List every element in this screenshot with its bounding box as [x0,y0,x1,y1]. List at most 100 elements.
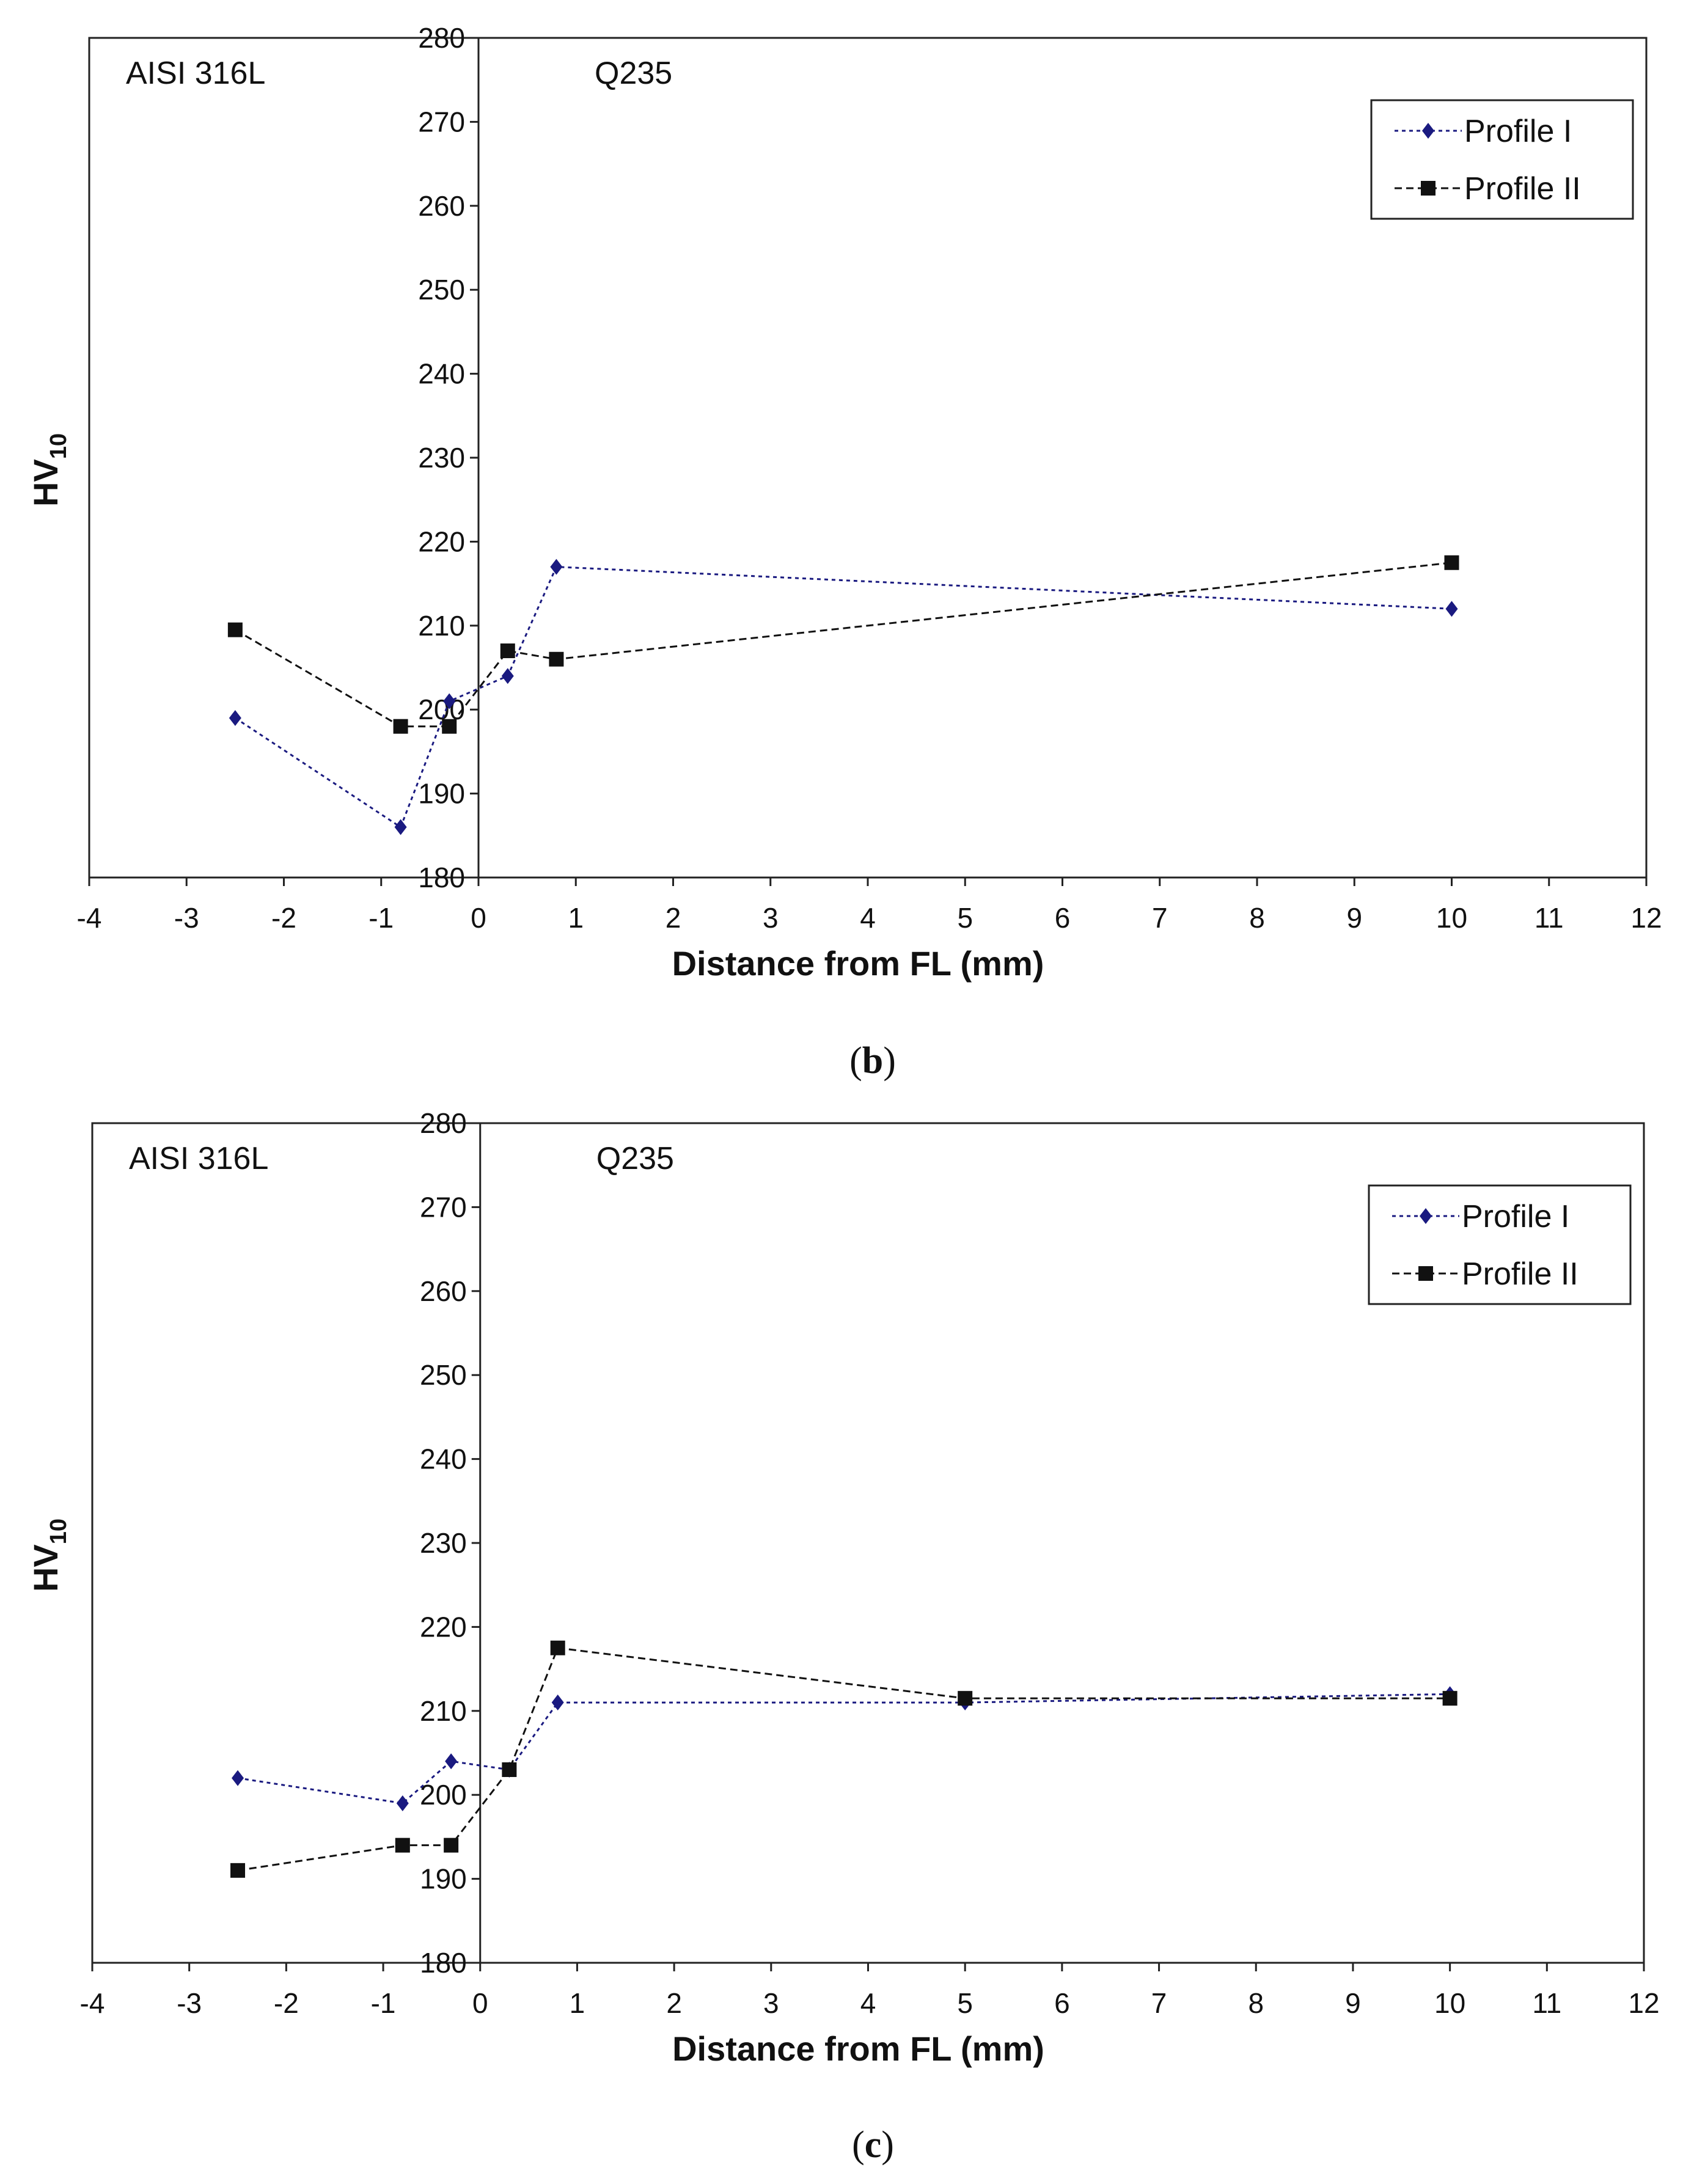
y-tick-label: 260 [418,190,465,222]
x-tick-label: -3 [174,902,199,934]
x-tick-label: 5 [957,1987,973,2019]
x-tick-label: 2 [666,1987,682,2019]
data-point [229,709,241,726]
y-tick-label: 280 [418,22,465,54]
y-tick-label: 210 [418,610,465,642]
x-tick-label: 7 [1151,1987,1167,2019]
y-tick-label: 270 [418,106,465,137]
legend-item: Profile I [1395,114,1572,149]
x-tick-label: 12 [1628,1987,1659,2019]
y-tick-label: 190 [420,1863,467,1895]
y-tick-label: 250 [418,274,465,306]
x-tick-label: 9 [1346,902,1362,934]
legend-box [1368,1184,1632,1305]
region-label-q235: Q235 [595,56,672,91]
panel-caption: (b) [849,1040,896,1082]
x-tick-label: -4 [77,902,102,934]
y-tick-label: 240 [418,358,465,390]
x-tick-label: -3 [177,1987,202,2019]
x-tick-label: 1 [568,902,584,934]
x-tick-label: 0 [472,1987,488,2019]
y-tick-label: 190 [418,778,465,810]
y-tick-label: 240 [420,1443,467,1475]
legend-label: Profile II [1462,1256,1579,1292]
data-point [394,819,407,835]
legend-marker [1420,1208,1432,1224]
y-tick-label: 200 [420,1779,467,1811]
y-tick-label: 260 [420,1275,467,1307]
data-point [550,559,563,575]
x-axis-title: Distance from FL (mm) [672,2029,1044,2068]
x-tick-label: 0 [471,902,486,934]
legend-marker [1422,123,1434,139]
panel-caption: (c) [852,2124,894,2166]
data-point [501,668,514,684]
x-tick-label: 11 [1532,1987,1561,2019]
region-label-q235: Q235 [596,1141,674,1176]
y-tick-label: 220 [420,1611,467,1643]
y-axis-title: HV10 [26,433,72,507]
x-tick-label: 12 [1630,902,1662,934]
series-line [235,562,1452,728]
x-tick-label: -1 [369,902,394,934]
y-axis-title: HV10 [26,1519,72,1592]
x-tick-label: 8 [1248,1987,1264,2019]
legend-label: Profile II [1464,171,1581,207]
data-point [227,622,243,637]
series-profile-ii [227,555,1459,734]
x-tick-label: 10 [1436,902,1467,934]
data-point [550,1640,565,1655]
legend: Profile I Profile II [1368,1184,1632,1305]
data-point [1444,555,1459,570]
x-tick-label: 2 [666,902,681,934]
y-tick-label: 230 [420,1527,467,1559]
x-tick-label: 4 [860,1987,876,2019]
y-tick-label: 230 [418,442,465,474]
legend-marker [1421,181,1436,196]
x-tick-label: 7 [1152,902,1168,934]
x-tick-label: 5 [957,902,973,934]
data-point [395,1838,410,1853]
chart-panel-c: -4 -3 -2 -1 0 1 2 3 4 5 6 7 8 9 10 11 121801902002102202… [26,1107,1660,2166]
y-tick-label: 180 [420,1947,467,1979]
legend-item: Profile II [1395,171,1581,207]
data-point [232,1770,244,1786]
legend: Profile I Profile II [1370,99,1634,220]
x-tick-label: -2 [274,1987,299,2019]
legend-label: Profile I [1464,114,1572,149]
series-profile-i [229,559,1458,835]
series-profile-ii [230,1640,1458,1878]
y-tick-label: 220 [418,526,465,557]
data-point [549,651,564,667]
data-point [444,1838,459,1853]
y-tick-label: 250 [420,1359,467,1391]
x-tick-label: 10 [1434,1987,1465,2019]
chart-panel-b: -4 -3 -2 -1 0 1 2 3 4 5 6 7 8 9 10 11 121801902002102202… [26,22,1662,1082]
y-tick-label: 180 [418,862,465,893]
x-tick-label: 6 [1054,1987,1070,2019]
y-tick-label: 280 [420,1107,467,1139]
data-point [443,693,456,709]
x-tick-label: 6 [1055,902,1071,934]
x-axis-title: Distance from FL (mm) [672,944,1044,983]
data-point [442,719,457,734]
series-profile-i [232,1686,1456,1811]
y-tick-label: 270 [420,1191,467,1223]
data-point [500,643,515,659]
x-tick-label: -1 [371,1987,396,2019]
legend-box [1370,99,1634,220]
y-tick-label: 200 [418,694,465,725]
x-tick-label: -2 [271,902,296,934]
data-point [230,1863,246,1878]
data-point [396,1795,409,1811]
x-tick-label: 4 [860,902,876,934]
x-tick-label: 8 [1249,902,1265,934]
data-point [502,1762,517,1777]
data-point [393,719,408,734]
legend-marker [1418,1266,1433,1281]
data-point [445,1753,458,1770]
x-tick-label: 3 [763,902,779,934]
x-tick-label: 11 [1535,902,1564,934]
data-point [1442,1691,1458,1706]
x-tick-label: 1 [570,1987,585,2019]
